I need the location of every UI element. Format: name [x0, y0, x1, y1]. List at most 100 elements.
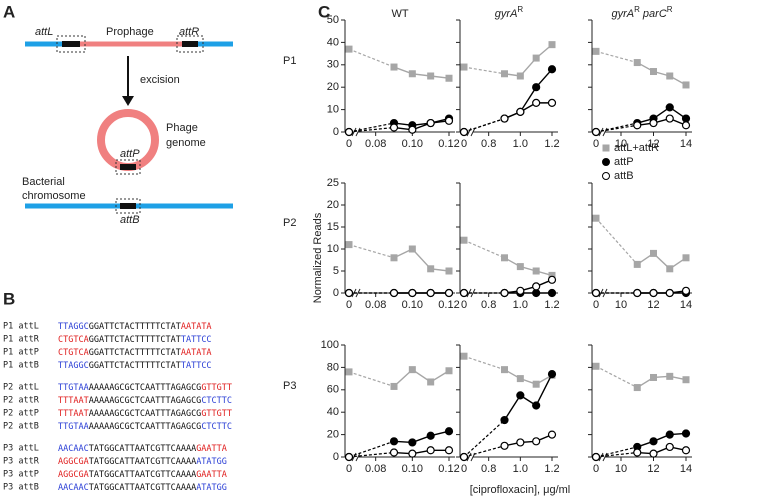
marker	[682, 254, 690, 262]
sequence-part: AAAAAGCGCTCAATTTAGAGCG	[89, 396, 202, 406]
sequence-part: CTGTCA	[58, 348, 89, 358]
sequence-label: P3 attL	[3, 444, 39, 454]
marker	[460, 236, 468, 244]
sequence-part: TTAGGC	[58, 322, 89, 332]
y-axis-label: Normalized Reads	[312, 212, 324, 303]
sequence: TTTAATAAAAAGCGCTCAATTTAGAGCGGTTGTT	[58, 409, 232, 419]
sequence-part: GGATTCTACTTTTTCTAT	[89, 322, 181, 332]
y-tick-label: 20	[327, 429, 339, 441]
sequence-label: P3 attR	[3, 457, 40, 467]
arrow-head	[122, 96, 134, 106]
sequence-part: TATTCC	[181, 335, 212, 345]
marker	[390, 382, 398, 390]
header-part: gyrA	[611, 8, 634, 20]
sequence-label: P3 attB	[3, 483, 39, 493]
label: Phage	[166, 122, 198, 134]
series-line-dashed	[348, 371, 395, 388]
label: chromosome	[22, 190, 86, 202]
x-tick-label: 1.2	[544, 299, 559, 311]
x-tick-label: 1.0	[513, 299, 528, 311]
y-tick-label: 25	[327, 177, 339, 189]
marker	[532, 98, 541, 107]
panel-label: B	[3, 289, 15, 308]
marker	[445, 267, 453, 275]
series-line	[637, 117, 687, 126]
x-tick-label: 12	[647, 463, 659, 475]
marker	[459, 288, 469, 298]
marker	[501, 254, 508, 262]
series-line-dashed	[595, 124, 638, 133]
sequence: CTGTCAGGATTCTACTTTTTCTATAATATA	[58, 348, 212, 358]
att-site	[182, 41, 198, 47]
marker	[427, 72, 435, 80]
sequence-label: P1 attP	[3, 348, 39, 358]
sequence-part: AGGCGA	[58, 457, 89, 467]
marker	[390, 254, 398, 262]
y-tick-label: 5	[333, 265, 339, 277]
x-tick-label: 10	[615, 299, 627, 311]
sequence-part: TATGGCATTAATCGTTCAAAA	[89, 470, 196, 480]
series-line	[504, 68, 553, 120]
att-box	[56, 35, 86, 53]
marker	[459, 452, 469, 462]
row-label: P2	[283, 217, 296, 229]
marker	[532, 437, 541, 446]
x-tick-label: 1.2	[544, 463, 559, 475]
sequence-part: TTAGGC	[58, 361, 89, 371]
sequence: AACAACTATGGCATTAATCGTTCAAAAGAATTA	[58, 444, 227, 454]
marker	[649, 437, 658, 446]
marker	[444, 427, 454, 436]
series-line	[393, 120, 450, 131]
y-tick-label: 30	[327, 59, 339, 71]
marker	[444, 116, 454, 125]
series-line-dashed	[463, 355, 505, 371]
x-tick-label: 10	[615, 463, 627, 475]
series-line	[504, 369, 553, 385]
marker	[665, 442, 674, 452]
x-tick-label: 0	[346, 138, 352, 150]
marker	[532, 282, 541, 291]
marker	[650, 373, 657, 381]
marker	[665, 430, 674, 439]
marker	[532, 54, 540, 62]
y-tick-label: 60	[327, 384, 339, 396]
series-line-dashed	[595, 446, 638, 458]
marker	[408, 438, 417, 447]
marker	[682, 81, 690, 89]
series-line-dashed	[348, 244, 395, 259]
label: genome	[166, 137, 206, 149]
y-tick-label: 40	[327, 406, 339, 418]
marker	[516, 286, 525, 295]
sequence-part: GAATTA	[196, 470, 227, 480]
marker	[592, 362, 600, 370]
marker	[501, 366, 508, 374]
series-line-dashed	[348, 48, 395, 68]
marker	[547, 430, 557, 439]
marker	[444, 288, 454, 298]
marker	[633, 448, 642, 457]
label: attR	[179, 26, 199, 38]
marker	[427, 265, 435, 273]
x-tick-label: 0	[593, 138, 599, 150]
sequence-label: P3 attP	[3, 470, 39, 480]
series-line	[637, 290, 687, 294]
x-tick-label: 0.12	[438, 463, 459, 475]
marker	[666, 265, 674, 273]
series-line-dashed	[348, 451, 395, 458]
marker	[649, 449, 658, 458]
sequence-part: GGATTCTACTTTTTCTAT	[89, 361, 181, 371]
marker	[344, 288, 354, 298]
marker	[532, 380, 540, 388]
sequence-part: CTCTTC	[201, 422, 232, 432]
y-tick-label: 80	[327, 361, 339, 373]
x-tick-label: 0.12	[438, 299, 459, 311]
series-line	[504, 102, 552, 120]
x-tick-label: 0.10	[402, 299, 423, 311]
sequence-part: TTTAAT	[58, 409, 89, 419]
marker	[681, 429, 691, 438]
marker	[650, 68, 657, 76]
marker	[547, 288, 557, 298]
x-tick-label: 12	[647, 299, 659, 311]
sequence: CTGTCAGGATTCTACTTTTTCTATTATTCC	[58, 335, 212, 345]
marker	[665, 114, 674, 123]
